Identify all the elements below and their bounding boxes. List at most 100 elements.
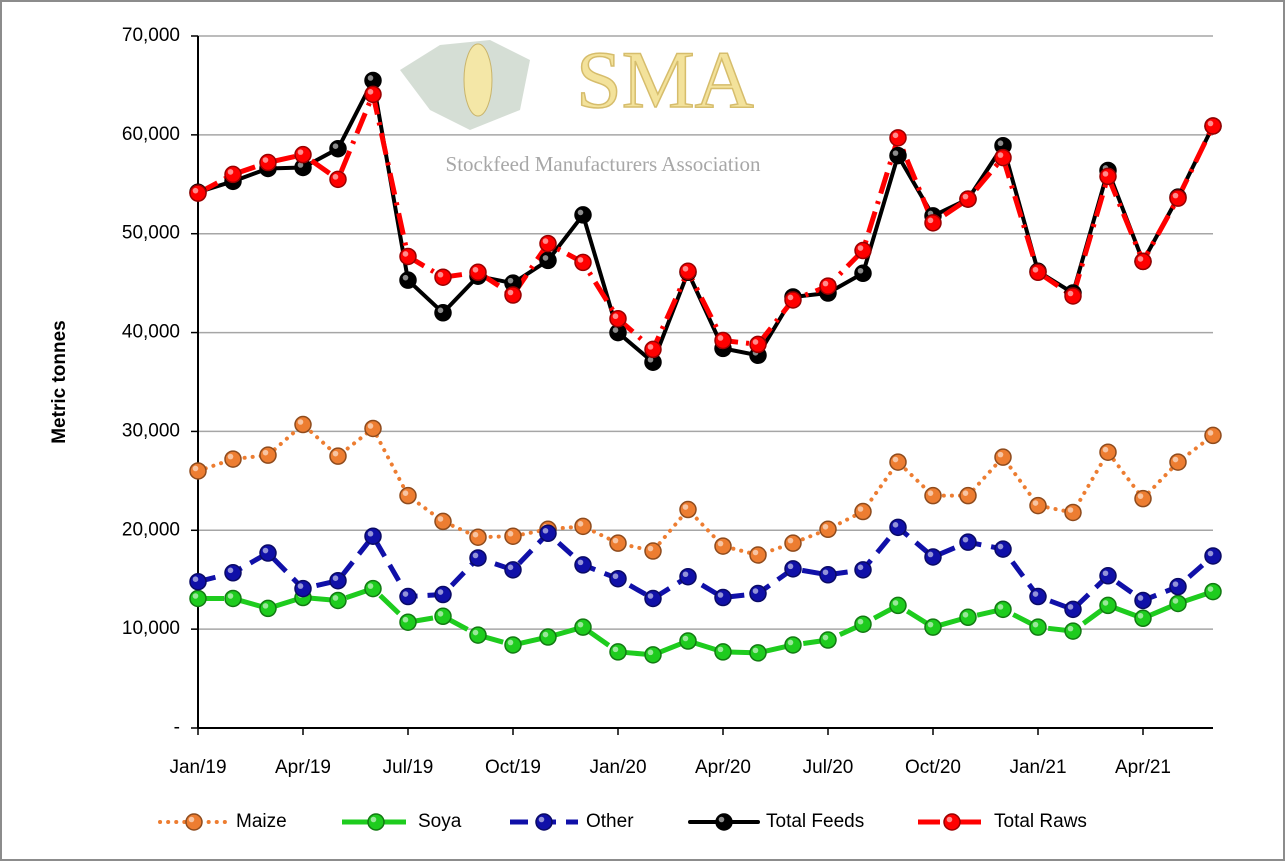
point xyxy=(1064,622,1082,640)
point-shine xyxy=(647,356,654,363)
logo-tagline: Stockfeed Manufacturers Association xyxy=(446,152,761,176)
point xyxy=(819,520,837,539)
x-tick-label: Jul/19 xyxy=(383,757,434,778)
point-shine xyxy=(332,143,339,149)
point xyxy=(1029,618,1047,636)
point xyxy=(259,446,277,464)
point-shine xyxy=(892,456,899,463)
point xyxy=(434,585,452,604)
point xyxy=(1204,117,1222,135)
point-shine xyxy=(822,634,829,641)
point-shine xyxy=(717,335,724,341)
point xyxy=(749,546,767,564)
point-shine xyxy=(262,157,269,163)
point xyxy=(1204,582,1222,601)
point-shine xyxy=(402,591,409,597)
point-shine xyxy=(1032,591,1039,597)
point-shine xyxy=(577,521,584,527)
point-shine xyxy=(717,592,724,598)
point-shine xyxy=(1067,604,1074,610)
point xyxy=(329,170,347,189)
point xyxy=(504,636,522,654)
point-shine xyxy=(822,569,829,576)
point xyxy=(609,643,627,661)
point xyxy=(189,184,207,202)
point xyxy=(994,600,1012,619)
point xyxy=(574,517,592,536)
y-axis-label: Metric tonnes xyxy=(49,320,70,444)
point xyxy=(889,596,907,615)
point xyxy=(294,579,312,598)
point xyxy=(574,253,592,272)
point-shine xyxy=(472,629,479,636)
point-shine xyxy=(1102,171,1109,177)
point-shine xyxy=(227,593,234,599)
y-tick-label: - xyxy=(174,717,180,738)
point-shine xyxy=(227,169,234,175)
point-shine xyxy=(577,559,584,566)
point-shine xyxy=(717,646,724,653)
legend-marker-shine xyxy=(946,816,953,823)
point-shine xyxy=(1137,256,1144,262)
point xyxy=(329,139,347,158)
point-shine xyxy=(367,530,374,537)
y-tick-label: 50,000 xyxy=(122,223,180,244)
point-shine xyxy=(822,523,829,530)
point xyxy=(924,548,942,566)
x-tick-label: Apr/20 xyxy=(695,757,751,778)
point xyxy=(1169,577,1187,596)
point xyxy=(994,448,1012,466)
point-shine xyxy=(1067,507,1074,513)
legend-marker-shine xyxy=(370,816,377,823)
point-shine xyxy=(332,450,339,457)
point-shine xyxy=(542,527,549,534)
point-shine xyxy=(542,255,549,261)
legend-marker xyxy=(535,813,553,831)
point-shine xyxy=(507,530,514,537)
point xyxy=(294,415,312,434)
y-tick-label: 20,000 xyxy=(122,519,180,540)
point xyxy=(644,589,662,608)
point xyxy=(854,615,872,633)
point-shine xyxy=(927,490,934,496)
point-shine xyxy=(682,504,689,510)
point xyxy=(784,534,802,552)
point-shine xyxy=(1207,430,1214,436)
point-shine xyxy=(1032,266,1039,273)
point-shine xyxy=(752,588,759,594)
point xyxy=(1204,426,1222,445)
point-shine xyxy=(192,465,199,472)
point-shine xyxy=(612,646,619,653)
point xyxy=(959,533,977,551)
point xyxy=(644,542,662,560)
point-shine xyxy=(297,583,304,589)
legend-marker-shine xyxy=(188,816,195,823)
point-shine xyxy=(997,140,1004,147)
point xyxy=(994,540,1012,558)
point-shine xyxy=(962,536,969,543)
point-shine xyxy=(1207,120,1214,127)
point xyxy=(224,450,242,468)
legend-label: Total Raws xyxy=(994,811,1087,832)
point xyxy=(854,502,872,521)
point xyxy=(784,560,802,578)
point xyxy=(1029,496,1047,515)
point-shine xyxy=(437,610,444,617)
point xyxy=(679,500,697,519)
point xyxy=(924,486,942,505)
point xyxy=(469,528,487,546)
point-shine xyxy=(507,289,514,296)
point-shine xyxy=(962,193,969,200)
point-shine xyxy=(192,187,199,194)
point xyxy=(854,241,872,260)
point xyxy=(889,453,907,471)
point xyxy=(294,145,312,164)
point xyxy=(924,618,942,636)
point xyxy=(329,571,347,590)
point xyxy=(399,247,417,266)
point xyxy=(539,251,557,270)
point xyxy=(504,286,522,304)
point-shine xyxy=(1172,581,1179,587)
point xyxy=(1064,600,1082,619)
